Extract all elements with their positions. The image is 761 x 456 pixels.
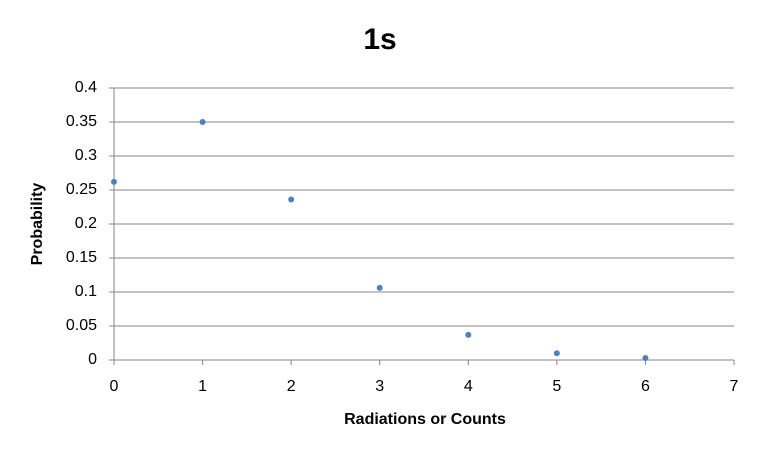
x-tick-label: 1 (198, 378, 207, 395)
y-tick-label: 0.2 (75, 215, 97, 232)
x-tick-label: 0 (110, 378, 119, 395)
y-tick-label: 0 (88, 351, 97, 368)
y-tick-label: 0.3 (75, 147, 97, 164)
x-tick-label: 5 (552, 378, 561, 395)
x-tick-label: 6 (641, 378, 650, 395)
x-tick-label: 2 (287, 378, 296, 395)
y-tick-label: 0.35 (66, 113, 97, 130)
y-tick-label: 0.25 (66, 181, 97, 198)
x-axis-label: Radiations or Counts (344, 411, 506, 428)
x-tick-label: 3 (375, 378, 384, 395)
data-point (111, 178, 117, 185)
data-point (288, 196, 295, 203)
data-point (376, 284, 383, 291)
data-point (553, 350, 560, 357)
data-point (199, 119, 206, 125)
chart-title: 1s (363, 23, 396, 56)
x-tick-label: 4 (464, 378, 473, 395)
data-point (465, 331, 472, 338)
x-tick-label: 7 (730, 378, 739, 395)
y-tick-label: 0.4 (75, 79, 97, 96)
y-axis-label: Probability (29, 183, 46, 266)
data-point (642, 354, 649, 361)
y-tick-label: 0.1 (75, 283, 97, 300)
y-tick-label: 0.05 (66, 317, 97, 334)
y-tick-label: 0.15 (66, 249, 97, 266)
